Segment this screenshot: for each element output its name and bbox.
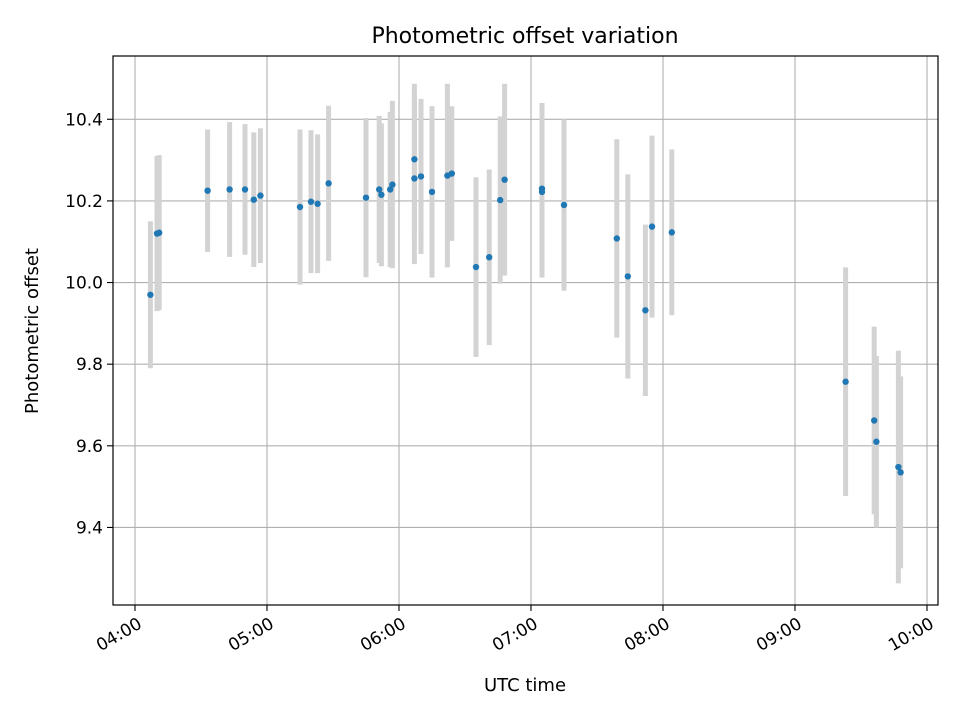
data-point [411, 175, 418, 182]
data-point [560, 201, 568, 209]
data-point [871, 417, 878, 424]
data-point [226, 186, 233, 193]
data-point [538, 188, 546, 196]
data-point [250, 196, 257, 203]
data-point [307, 198, 315, 205]
y-tick-label: 9.4 [76, 518, 103, 538]
plot-frame [112, 55, 939, 606]
data-point [497, 196, 504, 204]
data-point [387, 186, 394, 193]
data-point [325, 180, 332, 187]
data-point [873, 438, 880, 445]
data-point [296, 203, 304, 211]
data-point [472, 263, 480, 271]
data-point [362, 194, 370, 201]
data-point [448, 170, 455, 177]
data-point [378, 191, 385, 198]
data-point [376, 186, 383, 193]
data-point [648, 223, 656, 230]
data-points [147, 156, 904, 476]
data-point [486, 254, 493, 261]
grid-lines [113, 56, 938, 605]
data-point [389, 181, 396, 188]
data-point [613, 235, 620, 242]
data-point [842, 378, 849, 385]
y-tick-label: 9.6 [76, 437, 103, 457]
data-point [895, 463, 902, 471]
chart-title: Photometric offset variation [371, 24, 678, 49]
data-point [501, 176, 508, 183]
data-point [897, 469, 904, 476]
data-point [241, 186, 249, 193]
y-axis: 9.4 9.6 9.8 10.0 10.2 10.4 [65, 110, 113, 538]
data-point [642, 307, 649, 314]
data-point [314, 200, 321, 207]
data-point [147, 291, 154, 298]
y-tick-label: 10.0 [65, 274, 103, 294]
data-point [417, 173, 425, 180]
data-point [668, 229, 675, 236]
data-point [257, 192, 264, 199]
y-tick-label: 9.8 [76, 355, 103, 375]
data-point [411, 156, 418, 163]
data-point [204, 187, 211, 194]
data-point [428, 188, 436, 196]
y-tick-label: 10.2 [65, 192, 103, 212]
y-tick-label: 10.4 [65, 110, 103, 130]
data-point [624, 273, 631, 280]
x-axis-label: UTC time [484, 675, 566, 696]
y-axis-label: Photometric offset [22, 248, 43, 414]
data-point [156, 229, 163, 236]
